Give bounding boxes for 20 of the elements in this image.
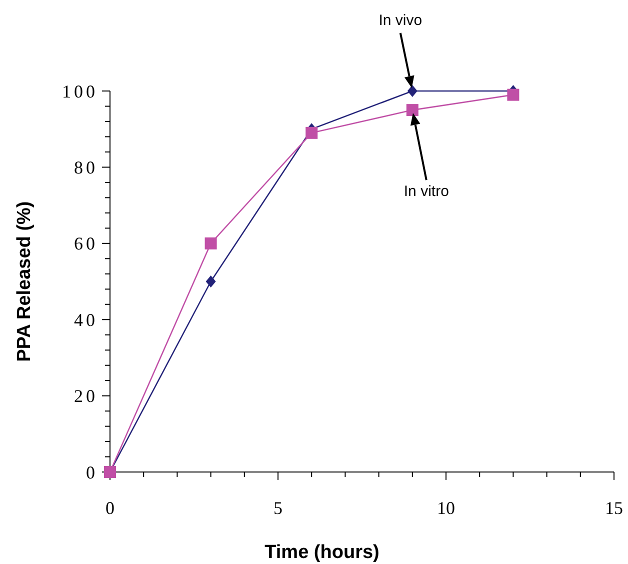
x-tick-label: 0: [106, 498, 114, 518]
text: In vitro: [404, 183, 449, 200]
point: [507, 88, 520, 101]
point: [407, 85, 418, 97]
x-axis-title: Time (hours): [264, 542, 380, 563]
y-tick-label: 80: [74, 158, 98, 178]
x-tick-label: 10: [437, 498, 455, 518]
y-axis-title: PPA Released (%): [14, 201, 35, 362]
point: [406, 104, 418, 116]
y-tick-label: 100: [62, 81, 98, 102]
point: [306, 126, 318, 139]
y-tick-label: 20: [74, 386, 98, 406]
y-tick-label: 40: [74, 310, 98, 330]
y-tick-label: 60: [74, 234, 98, 254]
point: [204, 237, 217, 250]
point: [206, 276, 216, 288]
x-tick-label: 5: [274, 498, 282, 518]
x-tick-label: 15: [605, 498, 623, 518]
y-tick-label: 0: [86, 462, 98, 482]
text: In vivo: [378, 12, 422, 29]
